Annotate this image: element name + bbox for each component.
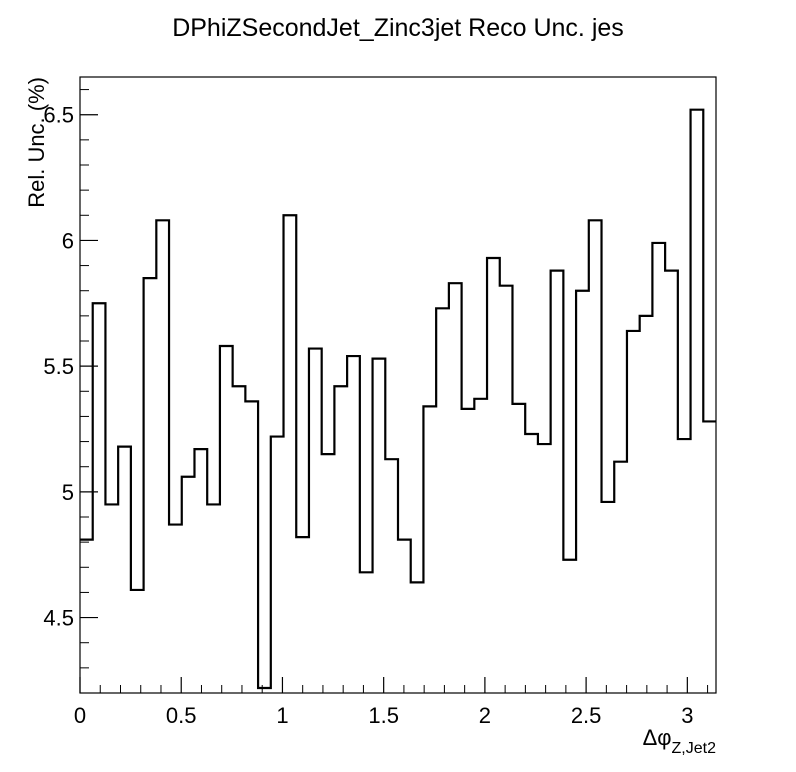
y-tick-label: 4.5 (43, 606, 74, 631)
y-axis: 4.5 5 5.5 6 6.5 (43, 89, 98, 694)
histogram-step-line (80, 108, 716, 690)
histogram-bins (80, 110, 716, 688)
x-tick-label: 1 (276, 703, 288, 728)
x-axis-label-subscript: Z,Jet2 (672, 740, 717, 757)
x-tick-label: 1.5 (368, 703, 399, 728)
y-axis-label: Rel. Unc. (%) (24, 77, 49, 208)
x-axis-label-symbol: Δφ (643, 725, 672, 750)
x-tick-label: 3 (681, 703, 693, 728)
x-tick-label: 2 (479, 703, 491, 728)
x-axis: 0 0.5 1 1.5 2 2.5 3 (74, 677, 709, 728)
x-tick-label: 0 (74, 703, 86, 728)
y-tick-label: 6 (62, 228, 74, 253)
plot-frame (79, 76, 717, 694)
x-tick-label: 2.5 (571, 703, 602, 728)
y-tick-label: 5.5 (43, 354, 74, 379)
x-tick-label: 0.5 (166, 703, 197, 728)
x-axis-label: ΔφZ,Jet2 (643, 725, 717, 757)
y-tick-label: 5 (62, 480, 74, 505)
y-tick-label: 6.5 (43, 103, 74, 128)
chart-title: DPhiZSecondJet_Zinc3jet Reco Unc. jes (172, 14, 624, 42)
